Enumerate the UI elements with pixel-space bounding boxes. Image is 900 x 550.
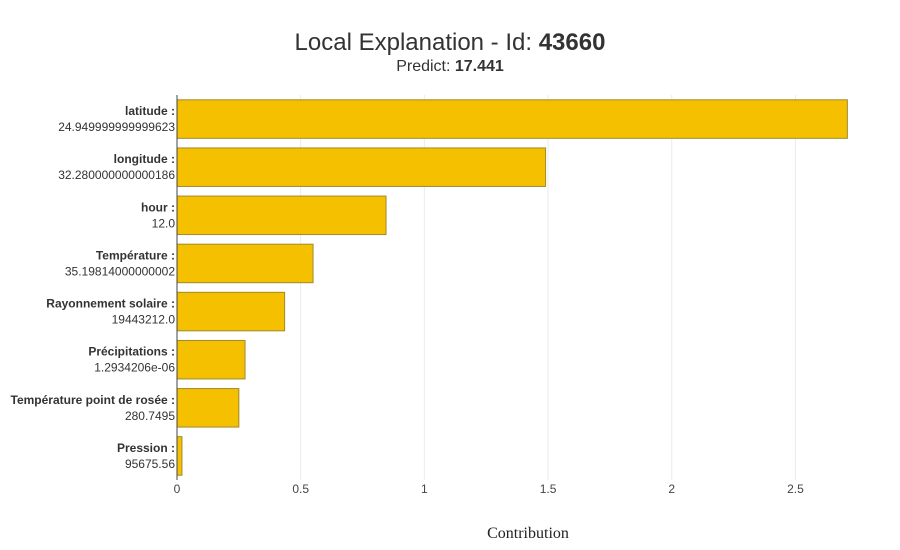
feature-name-label: hour : [141, 200, 175, 214]
x-tick-label: 2.5 [787, 482, 804, 496]
bar [176, 339, 246, 380]
x-tick-label: 1 [421, 482, 428, 496]
chart-subtitle-value: 17.441 [455, 58, 504, 75]
bar [176, 195, 387, 236]
feature-name-label: Température point de rosée : [11, 393, 175, 407]
feature-value-label: 12.0 [152, 216, 176, 230]
feature-value-label: 1.2934206e-06 [94, 361, 175, 375]
feature-name-label: Précipitations : [88, 345, 175, 359]
bar [176, 243, 314, 284]
feature-value-label: 32.280000000000186 [58, 168, 175, 182]
bar [176, 436, 183, 476]
feature-name-label: Température : [96, 248, 175, 262]
y-axis-labels: latitude : 24.949999999999623 longitude : 3… [11, 104, 176, 471]
x-axis-ticks: 0 0.5 1 1.5 2 2.5 [174, 482, 804, 496]
chart-title-prefix: Local Explanation - Id: [295, 29, 539, 56]
chart-subtitle-prefix: Predict: [396, 58, 455, 75]
feature-name-label: longitude : [114, 152, 175, 166]
feature-name-label: Rayonnement solaire : [46, 297, 175, 311]
bar [176, 388, 240, 428]
x-axis-label: Contribution [487, 525, 569, 542]
bars [176, 99, 848, 476]
feature-value-label: 280.7495 [125, 409, 175, 423]
feature-value-label: 19443212.0 [112, 313, 176, 327]
bar [176, 147, 547, 187]
bar [176, 99, 848, 139]
feature-value-label: 35.19814000000002 [65, 264, 175, 278]
bar [176, 291, 286, 332]
x-tick-label: 2 [668, 482, 675, 496]
chart-title: Local Explanation - Id: 43660 [295, 29, 606, 56]
feature-value-label: 24.949999999999623 [58, 120, 175, 134]
chart-subtitle: Predict: 17.441 [396, 58, 504, 75]
feature-value-label: 95675.56 [125, 457, 175, 471]
x-tick-label: 0 [174, 482, 181, 496]
x-tick-label: 1.5 [540, 482, 557, 496]
feature-name-label: latitude : [125, 104, 175, 118]
x-tick-label: 0.5 [292, 482, 309, 496]
chart-title-id: 43660 [539, 29, 606, 56]
feature-name-label: Pression : [117, 441, 175, 455]
